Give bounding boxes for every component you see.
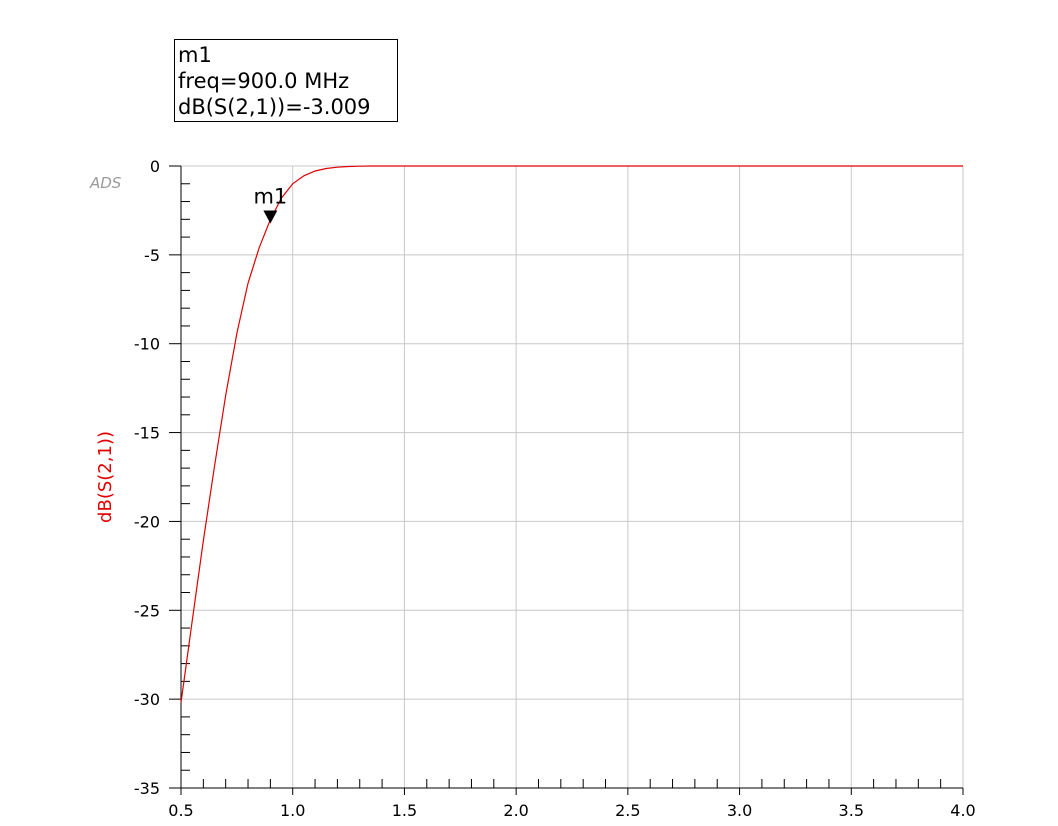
marker-triangle	[263, 210, 278, 224]
y-tick-label: -20	[134, 512, 160, 531]
series	[180, 165, 963, 703]
x-tick-label: 1.0	[280, 801, 305, 820]
x-tick-label: 3.5	[839, 801, 864, 820]
marker-readout-name: m1	[178, 43, 212, 67]
x-tick-labels: 0.5 1.0 1.5 2.0 2.5 3.0 3.5 4.0	[168, 801, 975, 820]
x-tick-label: 2.0	[503, 801, 528, 820]
grid	[181, 165, 964, 788]
y-tick-label: -35	[134, 779, 160, 798]
minor-ticks	[181, 183, 942, 788]
y-axis-label: dB(S(2,1))	[95, 431, 116, 523]
markers: m1	[253, 184, 287, 224]
marker-readout-box[interactable]: m1 freq=900.0 MHz dB(S(2,1))=-3.009	[174, 39, 398, 122]
marker-label: m1	[253, 184, 287, 208]
x-tick-label: 4.0	[950, 801, 975, 820]
y-tick-label: -25	[134, 601, 160, 620]
y-tick-label: 0	[150, 157, 160, 176]
marker-readout-value: dB(S(2,1))=-3.009	[178, 95, 371, 119]
y-tick-label: -30	[134, 690, 160, 709]
watermark: ADS	[89, 174, 122, 192]
y-tick-label: -15	[134, 424, 160, 443]
x-tick-label: 0.5	[168, 801, 193, 820]
y-tick-label: -10	[134, 335, 160, 354]
y-tick-label: -5	[144, 246, 160, 265]
x-tick-label: 3.0	[727, 801, 752, 820]
x-tick-label: 1.5	[392, 801, 417, 820]
axes	[169, 165, 964, 795]
y-tick-labels: 0 -5 -10 -15 -20 -25 -30 -35	[134, 157, 160, 798]
marker-readout-freq: freq=900.0 MHz	[178, 69, 350, 93]
series-line	[180, 165, 963, 703]
x-tick-label: 2.5	[615, 801, 640, 820]
